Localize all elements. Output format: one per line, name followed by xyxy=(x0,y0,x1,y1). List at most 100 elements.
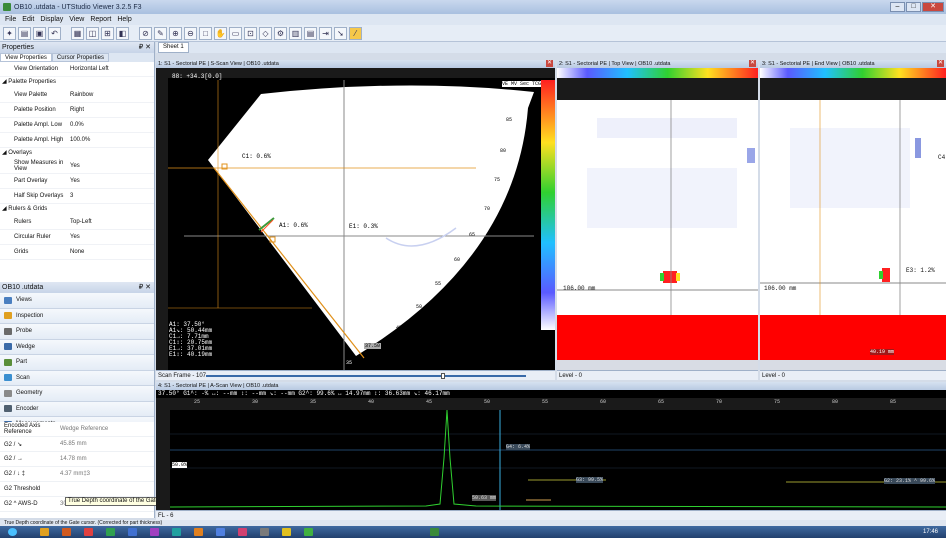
cursor-icon[interactable]: ⊘ xyxy=(139,26,152,40)
top-view[interactable]: 2: S1 - Sectorial PE | Top View | OB10 .… xyxy=(557,60,758,380)
measurement-value[interactable]: Wedge Reference xyxy=(60,426,109,432)
s-scan-canvas[interactable] xyxy=(156,68,555,370)
app-icon[interactable] xyxy=(172,528,181,536)
a-scan-canvas[interactable] xyxy=(156,398,946,510)
level-control[interactable]: Level - 0 xyxy=(760,370,946,380)
select-icon[interactable]: □ xyxy=(199,26,212,40)
app-icon[interactable] xyxy=(84,528,93,536)
explorer-item-wedge[interactable]: Wedge xyxy=(0,339,154,355)
minimize-button[interactable]: – xyxy=(890,2,905,12)
annotation-icon[interactable]: ⁄ xyxy=(349,26,362,40)
open-icon[interactable]: ▤ xyxy=(18,26,31,40)
close-icon[interactable]: ✕ xyxy=(937,60,944,67)
property-row[interactable]: Palette Position Right xyxy=(0,103,154,118)
explorer-item-part[interactable]: Part xyxy=(0,355,154,371)
measurement-row[interactable]: G2 / ↘ 45.85 mm xyxy=(0,437,154,452)
media-icon[interactable] xyxy=(62,528,71,536)
grid-icon[interactable]: ⊞ xyxy=(101,26,114,40)
frame-icon[interactable]: ⊡ xyxy=(244,26,257,40)
property-row[interactable]: Circular Ruler Yes xyxy=(0,230,154,245)
new-icon[interactable]: ✦ xyxy=(3,26,16,40)
menu-item-display[interactable]: Display xyxy=(40,16,64,23)
measurement-row[interactable]: Encoded Axis Reference Wedge Reference xyxy=(0,422,154,437)
app-icon[interactable] xyxy=(238,528,247,536)
property-row[interactable]: View Palette Rainbow xyxy=(0,88,154,103)
property-value[interactable]: 3 xyxy=(70,193,74,199)
property-value[interactable]: Yes xyxy=(70,234,80,240)
explorer-item-inspection[interactable]: Inspection xyxy=(0,308,154,324)
top-view-canvas[interactable] xyxy=(557,68,758,370)
pan-icon[interactable]: ✋ xyxy=(214,26,227,40)
end-view-canvas[interactable] xyxy=(760,68,946,370)
maximize-button[interactable]: □ xyxy=(906,2,921,12)
app-icon[interactable] xyxy=(106,528,115,536)
property-row[interactable]: Half Skip Overlays 3 xyxy=(0,189,154,204)
pin-icon[interactable]: ₽ ✕ xyxy=(138,284,151,291)
table-icon[interactable]: ▤ xyxy=(304,26,317,40)
menu-item-help[interactable]: Help xyxy=(117,16,132,23)
explorer-item-views[interactable]: Views xyxy=(0,293,154,309)
property-value[interactable]: 0.0% xyxy=(70,122,84,128)
property-value[interactable]: Horizontal Left xyxy=(70,66,109,72)
zoom-out-icon[interactable]: ⊖ xyxy=(184,26,197,40)
measurement-row[interactable]: G2 / → 14.78 mm xyxy=(0,452,154,467)
property-value[interactable]: Yes xyxy=(70,178,80,184)
close-icon[interactable]: ✕ xyxy=(749,60,756,67)
fl-control[interactable]: FL - 6 xyxy=(156,510,946,520)
close-icon[interactable]: ✕ xyxy=(546,60,553,67)
layout-icon[interactable]: ▦ xyxy=(71,26,84,40)
split-icon[interactable]: ◫ xyxy=(86,26,99,40)
property-value[interactable]: None xyxy=(70,249,85,255)
utstudio-icon[interactable] xyxy=(430,528,439,536)
explorer-item-scan[interactable]: Scan xyxy=(0,370,154,386)
property-row[interactable]: Palette Ampl. High 100.0% xyxy=(0,133,154,148)
end-view[interactable]: 3: S1 - Sectorial PE | End View | OB10 .… xyxy=(760,60,946,380)
menu-item-file[interactable]: File xyxy=(5,16,17,23)
app-icon[interactable] xyxy=(216,528,225,536)
property-value[interactable]: Right xyxy=(70,107,85,113)
menu-item-view[interactable]: View xyxy=(69,16,85,23)
app-icon[interactable] xyxy=(150,528,159,536)
zoom-in-icon[interactable]: ⊕ xyxy=(169,26,182,40)
property-group[interactable]: ◢ Overlays xyxy=(0,148,154,159)
close-button[interactable]: ✕ xyxy=(922,2,944,12)
a-scan-view[interactable]: 4: S1 - Sectorial PE | A-Scan View | OB1… xyxy=(156,382,946,520)
undo-icon[interactable]: ↶ xyxy=(48,26,61,40)
start-icon[interactable] xyxy=(8,528,17,536)
window-icon[interactable]: ▭ xyxy=(229,26,242,40)
property-value[interactable]: Top-Left xyxy=(70,219,92,225)
explorer-item-encoder[interactable]: Encoder xyxy=(0,401,154,417)
tab-cursor-properties[interactable]: Cursor Properties xyxy=(51,53,109,62)
view-badges[interactable]: VE MV Sec TCG xyxy=(502,81,542,87)
pin-icon[interactable]: ₽ ✕ xyxy=(138,44,151,51)
save-icon[interactable]: ▣ xyxy=(33,26,46,40)
property-value[interactable]: Rainbow xyxy=(70,92,94,98)
app-icon[interactable] xyxy=(260,528,269,536)
measurement-value[interactable]: 14.78 mm xyxy=(60,456,87,462)
property-row[interactable]: Rulers Top-Left xyxy=(0,215,154,230)
menu-item-edit[interactable]: Edit xyxy=(22,16,35,23)
scan-frame-control[interactable]: Scan Frame - 107 xyxy=(156,370,555,380)
property-row[interactable]: Grids None xyxy=(0,245,154,260)
explorer-item-probe[interactable]: Probe xyxy=(0,324,154,340)
property-value[interactable]: 100.0% xyxy=(70,137,91,143)
tab-sheet-1[interactable]: Sheet 1 xyxy=(158,42,189,53)
property-value[interactable]: Yes xyxy=(70,163,80,169)
explorer-item-geometry[interactable]: Geometry xyxy=(0,386,154,402)
app-icon[interactable] xyxy=(128,528,137,536)
property-group[interactable]: ◢ Palette Properties xyxy=(0,77,154,88)
palette-icon[interactable]: ◧ xyxy=(116,26,129,40)
diamond-icon[interactable]: ◇ xyxy=(259,26,272,40)
export-icon[interactable]: ⇥ xyxy=(319,26,332,40)
measurement-value[interactable]: 4.37 mm‡3 xyxy=(60,471,91,477)
app-icon[interactable] xyxy=(304,528,313,536)
pen-icon[interactable]: ✎ xyxy=(154,26,167,40)
property-row[interactable]: Show Measures in View Yes xyxy=(0,159,154,174)
app-icon[interactable] xyxy=(194,528,203,536)
tab-view-properties[interactable]: View Properties xyxy=(0,53,52,62)
property-row[interactable]: View Orientation Horizontal Left xyxy=(0,62,154,77)
s-scan-view[interactable]: 1: S1 - Sectorial PE | S-Scan View | OB1… xyxy=(156,60,555,380)
measurement-row[interactable]: G2 Threshold xyxy=(0,482,154,497)
level-control[interactable]: Level - 0 xyxy=(557,370,758,380)
measurement-row[interactable]: G2 / ↓ ‡ 4.37 mm‡3 xyxy=(0,467,154,482)
